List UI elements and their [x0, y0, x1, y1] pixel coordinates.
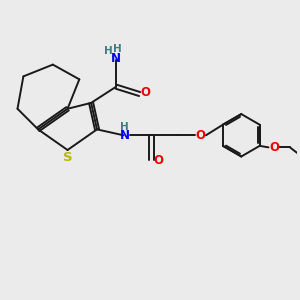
- Text: N: N: [111, 52, 121, 65]
- Text: S: S: [63, 151, 72, 164]
- Text: O: O: [269, 141, 279, 154]
- Text: O: O: [153, 154, 163, 167]
- Text: H: H: [120, 122, 129, 132]
- Text: O: O: [141, 86, 151, 99]
- Text: H: H: [103, 46, 112, 56]
- Text: H: H: [113, 44, 122, 54]
- Text: O: O: [196, 129, 206, 142]
- Text: N: N: [120, 129, 130, 142]
